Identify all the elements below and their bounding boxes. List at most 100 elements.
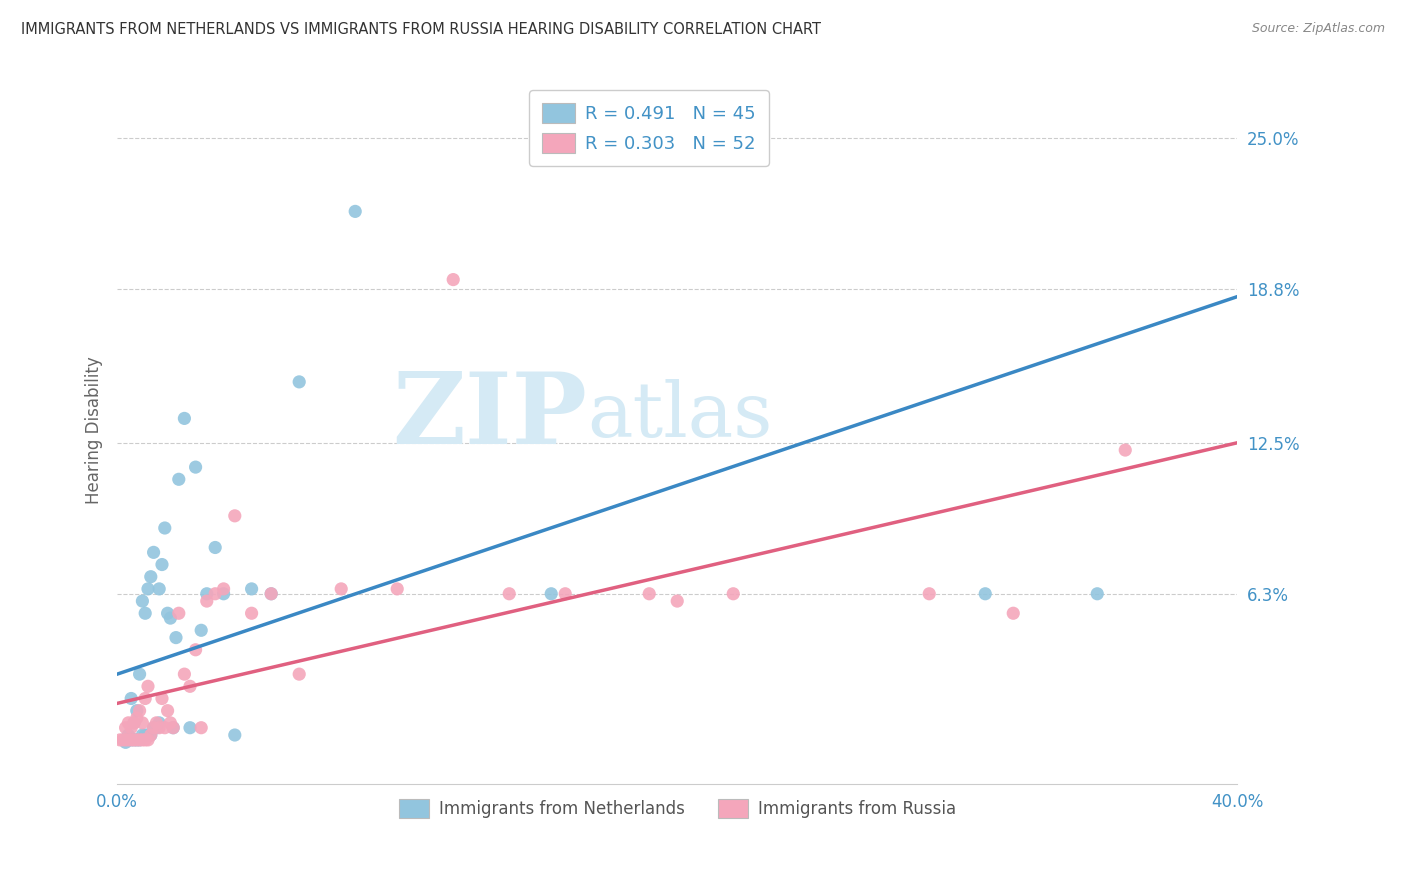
Point	[122, 715, 145, 730]
Point	[173, 667, 195, 681]
Point	[128, 667, 150, 681]
Point	[142, 545, 165, 559]
Point	[136, 728, 159, 742]
Point	[131, 715, 153, 730]
Point	[139, 728, 162, 742]
Text: IMMIGRANTS FROM NETHERLANDS VS IMMIGRANTS FROM RUSSIA HEARING DISABILITY CORRELA: IMMIGRANTS FROM NETHERLANDS VS IMMIGRANT…	[21, 22, 821, 37]
Point	[184, 460, 207, 475]
Point	[117, 728, 139, 742]
Point	[173, 411, 195, 425]
Point	[666, 594, 689, 608]
Point	[638, 587, 661, 601]
Point	[167, 472, 190, 486]
Point	[240, 582, 263, 596]
Point	[134, 728, 156, 742]
Legend: Immigrants from Netherlands, Immigrants from Russia: Immigrants from Netherlands, Immigrants …	[392, 792, 963, 825]
Point	[159, 715, 181, 730]
Point	[131, 728, 153, 742]
Point	[240, 606, 263, 620]
Point	[150, 691, 173, 706]
Point	[114, 721, 136, 735]
Point	[120, 691, 142, 706]
Point	[122, 732, 145, 747]
Point	[1085, 587, 1108, 601]
Y-axis label: Hearing Disability: Hearing Disability	[86, 357, 103, 505]
Point	[125, 704, 148, 718]
Point	[1002, 606, 1025, 620]
Point	[136, 732, 159, 747]
Point	[1114, 443, 1136, 458]
Point	[190, 721, 212, 735]
Point	[165, 631, 187, 645]
Point	[179, 721, 201, 735]
Point	[128, 732, 150, 747]
Point	[125, 732, 148, 747]
Point	[344, 204, 367, 219]
Point	[148, 715, 170, 730]
Text: atlas: atlas	[588, 379, 773, 453]
Point	[212, 587, 235, 601]
Point	[195, 587, 218, 601]
Point	[142, 721, 165, 735]
Point	[134, 691, 156, 706]
Point	[122, 715, 145, 730]
Point	[156, 704, 179, 718]
Point	[723, 587, 745, 601]
Point	[184, 642, 207, 657]
Point	[288, 375, 311, 389]
Point	[131, 732, 153, 747]
Text: Source: ZipAtlas.com: Source: ZipAtlas.com	[1251, 22, 1385, 36]
Point	[167, 606, 190, 620]
Point	[224, 728, 246, 742]
Point	[136, 679, 159, 693]
Point	[195, 594, 218, 608]
Point	[204, 587, 226, 601]
Point	[159, 611, 181, 625]
Point	[142, 721, 165, 735]
Point	[162, 721, 184, 735]
Point	[153, 721, 176, 735]
Point	[441, 272, 464, 286]
Point	[498, 587, 520, 601]
Point	[260, 587, 283, 601]
Point	[120, 721, 142, 735]
Point	[179, 679, 201, 693]
Point	[540, 587, 562, 601]
Point	[117, 715, 139, 730]
Point	[125, 732, 148, 747]
Point	[150, 558, 173, 572]
Point	[134, 732, 156, 747]
Point	[128, 704, 150, 718]
Point	[125, 711, 148, 725]
Point	[288, 667, 311, 681]
Point	[114, 732, 136, 747]
Point	[204, 541, 226, 555]
Point	[120, 732, 142, 747]
Point	[108, 732, 131, 747]
Point	[918, 587, 941, 601]
Point	[156, 606, 179, 620]
Point	[134, 606, 156, 620]
Point	[131, 594, 153, 608]
Point	[145, 715, 167, 730]
Point	[145, 721, 167, 735]
Point	[122, 732, 145, 747]
Point	[128, 732, 150, 747]
Point	[111, 732, 134, 747]
Point	[136, 582, 159, 596]
Text: ZIP: ZIP	[392, 368, 588, 465]
Point	[212, 582, 235, 596]
Point	[153, 521, 176, 535]
Point	[330, 582, 353, 596]
Point	[148, 582, 170, 596]
Point	[114, 735, 136, 749]
Point	[974, 587, 997, 601]
Point	[120, 732, 142, 747]
Point	[139, 570, 162, 584]
Point	[554, 587, 576, 601]
Point	[387, 582, 409, 596]
Point	[139, 728, 162, 742]
Point	[260, 587, 283, 601]
Point	[148, 721, 170, 735]
Point	[190, 624, 212, 638]
